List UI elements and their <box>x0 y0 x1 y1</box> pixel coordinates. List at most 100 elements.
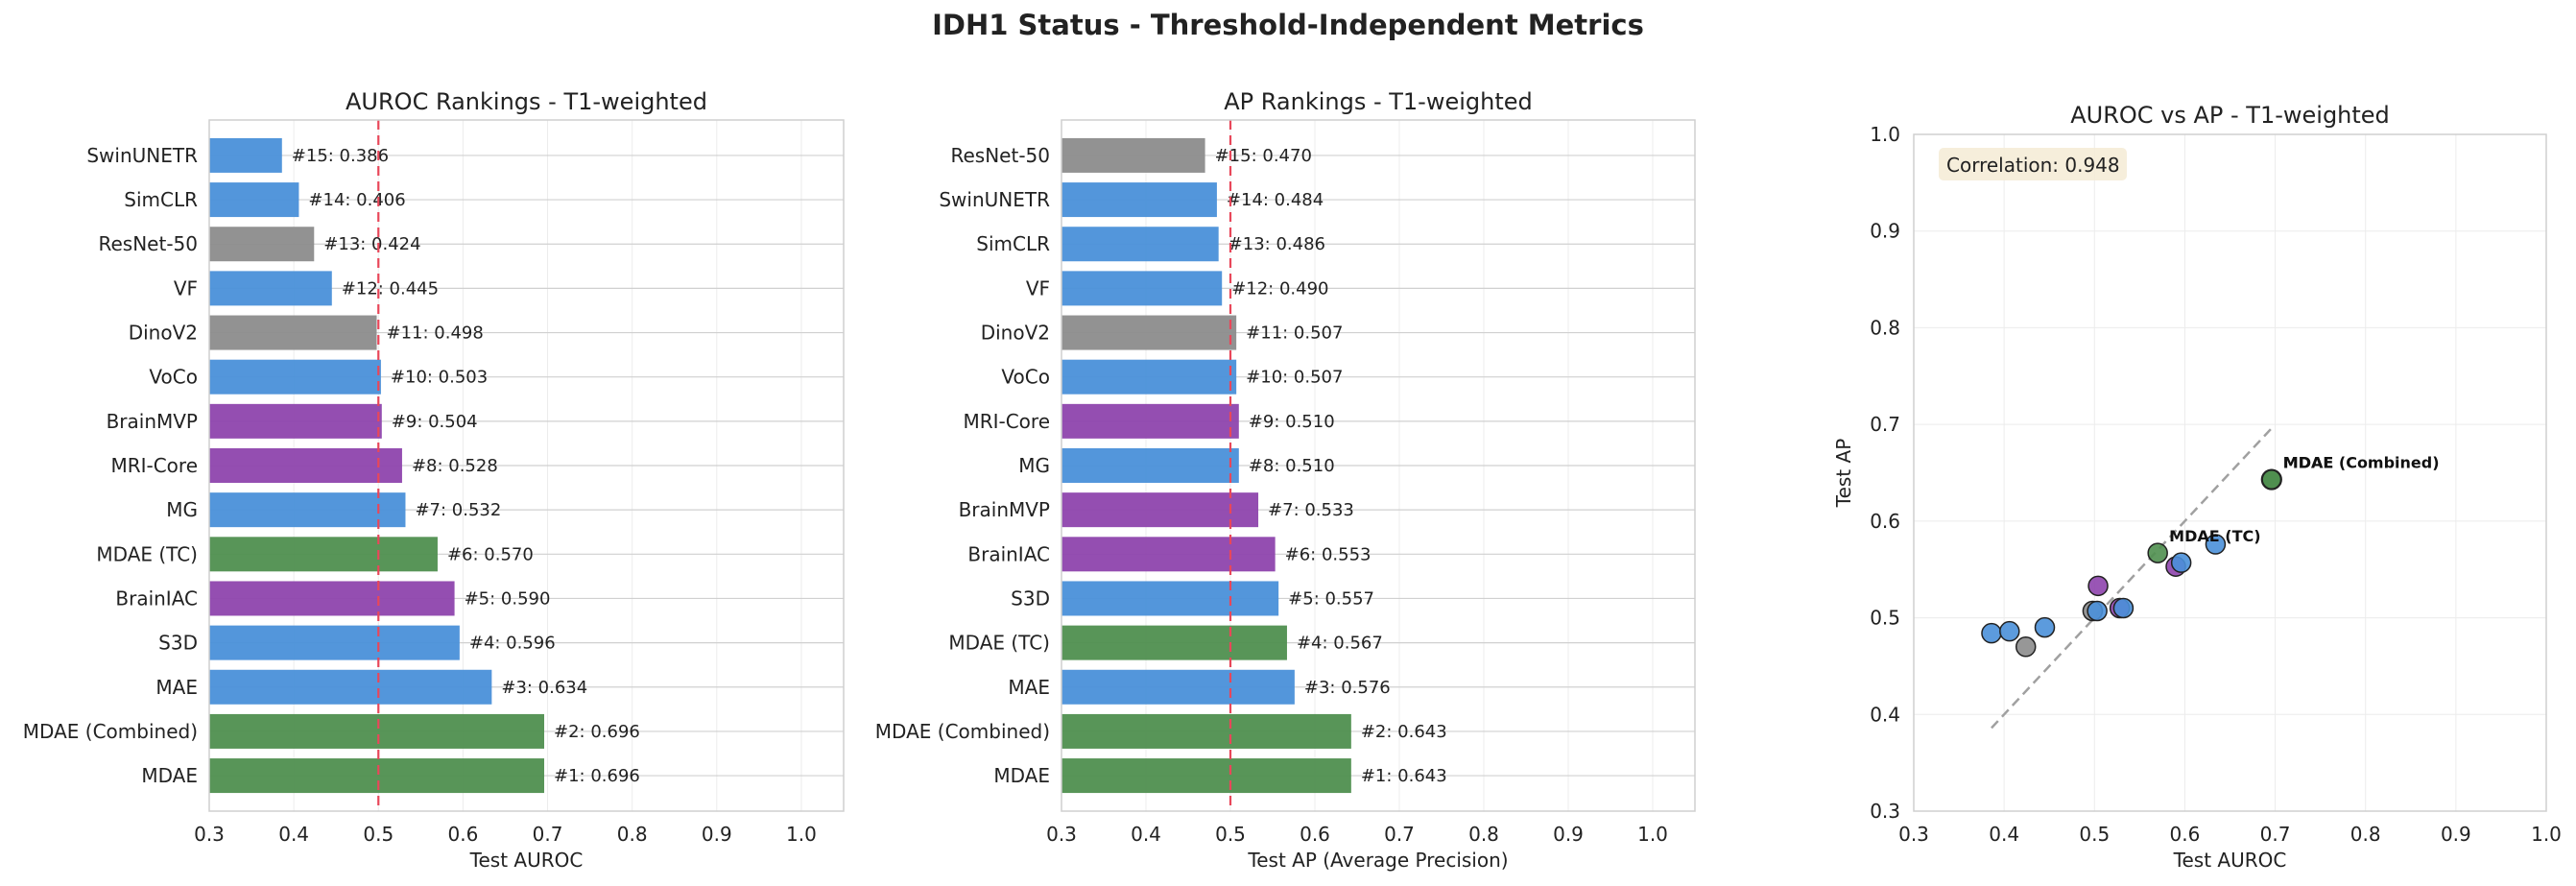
x-tick-label: 0.5 <box>1215 823 1246 846</box>
y-tick-label: 0.5 <box>1870 607 1900 630</box>
bar-value-label: #8: 0.510 <box>1249 456 1335 476</box>
correlation-box <box>1939 148 2127 180</box>
diagonal-reference-line <box>1991 427 2273 730</box>
bar-dinov2 <box>209 315 377 350</box>
bar-value-label: #2: 0.643 <box>1361 722 1447 742</box>
y-tick-label: 0.6 <box>1870 510 1900 533</box>
category-label: MDAE (Combined) <box>875 720 1050 743</box>
point-swinunetr <box>1981 622 2002 644</box>
plot-frame <box>1061 119 1696 812</box>
bar-value-label: #10: 0.503 <box>391 368 488 388</box>
category-label: MDAE <box>141 764 198 787</box>
bar-vf <box>1061 271 1223 306</box>
x-tick-label: 0.9 <box>2441 823 2471 846</box>
bar-dinov2 <box>1061 315 1237 350</box>
auroc-rankings-chart: #15: 0.386 SwinUNETR #14: 0.406 SimCLR #13: … <box>23 88 845 872</box>
x-tick-label: 0.8 <box>617 823 648 846</box>
x-tick-label: 0.7 <box>2260 823 2291 846</box>
point-mdae-tc- <box>2147 542 2168 563</box>
y-tick-label: 0.7 <box>1870 413 1900 436</box>
y-axis-label: Test AP <box>1832 439 1855 508</box>
x-tick-label: 0.3 <box>1898 823 1929 846</box>
bar-mdae-combined- <box>1061 713 1351 749</box>
bar-voco <box>1061 359 1237 395</box>
x-tick-label: 0.7 <box>533 823 563 846</box>
category-label: MG <box>166 498 198 521</box>
bar-swinunetr <box>1061 182 1217 218</box>
bar-value-label: #7: 0.533 <box>1268 500 1354 520</box>
category-label: MRI-Core <box>110 454 198 477</box>
point-mae <box>2205 534 2227 555</box>
bar-mg <box>209 492 406 528</box>
x-tick-label: 0.6 <box>1300 823 1330 846</box>
x-tick-label: 1.0 <box>786 823 817 846</box>
point-mdae <box>2260 468 2282 491</box>
category-label: MG <box>1018 454 1050 477</box>
y-tick-label: 0.9 <box>1870 220 1900 243</box>
bar-value-label: #9: 0.510 <box>1249 412 1335 432</box>
category-label: VoCo <box>149 366 198 389</box>
bar-value-label: #15: 0.386 <box>292 146 389 166</box>
category-label: BrainMVP <box>959 498 1050 521</box>
point-annotation: MDAE (TC) <box>2169 527 2260 545</box>
category-label: SimCLR <box>976 232 1050 255</box>
bar-value-label: #13: 0.486 <box>1228 234 1325 254</box>
category-label: ResNet-50 <box>99 232 199 255</box>
x-tick-label: 0.9 <box>1553 823 1584 846</box>
point-annotation: MDAE <box>2283 454 2334 472</box>
plot-frame <box>1913 133 2547 812</box>
point-voco <box>2087 600 2108 622</box>
bar-mg <box>1061 448 1239 483</box>
auroc-vs-ap-scatter: MDAE (TC) MDAE (Combined)MDAE Correlation:… <box>1832 102 2562 872</box>
bar-mdae <box>209 758 545 794</box>
bar-mdae-combined- <box>209 713 545 749</box>
bar-mri-core <box>1061 403 1239 439</box>
x-tick-label: 0.6 <box>447 823 478 846</box>
point-brainmvp <box>2087 575 2109 597</box>
bar-value-label: #3: 0.634 <box>501 678 587 698</box>
y-tick-label: 0.4 <box>1870 703 1900 726</box>
x-tick-label: 1.0 <box>2531 823 2562 846</box>
bar-value-label: #1: 0.643 <box>1361 766 1447 786</box>
category-label: SwinUNETR <box>939 188 1050 211</box>
ap-rankings-chart: #15: 0.470 ResNet-50 #14: 0.484 SwinUNETR #1… <box>875 88 1696 872</box>
category-label: ResNet-50 <box>951 144 1051 167</box>
x-tick-label: 0.4 <box>1131 823 1161 846</box>
bar-mae <box>1061 669 1295 705</box>
bar-brainmvp <box>1061 492 1259 528</box>
bar-value-label: #6: 0.553 <box>1285 544 1371 564</box>
bar-value-label: #1: 0.696 <box>554 766 640 786</box>
category-label: VF <box>174 276 198 299</box>
category-label: MDAE (TC) <box>96 542 198 565</box>
figure-title: IDH1 Status - Threshold-Independent Metr… <box>932 9 1644 41</box>
bar-value-label: #8: 0.528 <box>412 456 498 476</box>
plot-frame <box>208 119 845 812</box>
x-tick-label: 0.3 <box>1046 823 1077 846</box>
category-label: SwinUNETR <box>86 144 198 167</box>
category-label: DinoV2 <box>981 322 1050 345</box>
x-tick-label: 1.0 <box>1637 823 1668 846</box>
bar-value-label: #5: 0.590 <box>465 588 551 609</box>
bar-simclr <box>209 182 299 218</box>
point-resnet-50 <box>2015 636 2037 658</box>
category-label: BrainMVP <box>107 410 198 433</box>
correlation-text: Correlation: 0.948 <box>1946 154 2120 177</box>
y-tick-label: 0.3 <box>1870 800 1900 823</box>
bar-s3d <box>209 625 460 660</box>
category-label: S3D <box>1011 587 1050 610</box>
bar-mdae-tc- <box>1061 625 1287 660</box>
bar-value-label: #5: 0.557 <box>1288 588 1374 609</box>
x-tick-label: 0.3 <box>194 823 225 846</box>
category-label: MDAE (Combined) <box>23 720 198 743</box>
x-tick-label: 0.7 <box>1384 823 1415 846</box>
category-label: MAE <box>1008 676 1050 699</box>
point-mg <box>2112 597 2135 619</box>
point-annotation: MDAE (Combined) <box>2283 454 2440 472</box>
bar-simclr <box>1061 227 1219 262</box>
chart-title: AUROC Rankings - T1-weighted <box>346 88 707 115</box>
bar-brainiac <box>1061 537 1276 572</box>
x-tick-label: 0.8 <box>2350 823 2381 846</box>
x-tick-label: 0.6 <box>2170 823 2201 846</box>
bar-brainmvp <box>209 403 382 439</box>
